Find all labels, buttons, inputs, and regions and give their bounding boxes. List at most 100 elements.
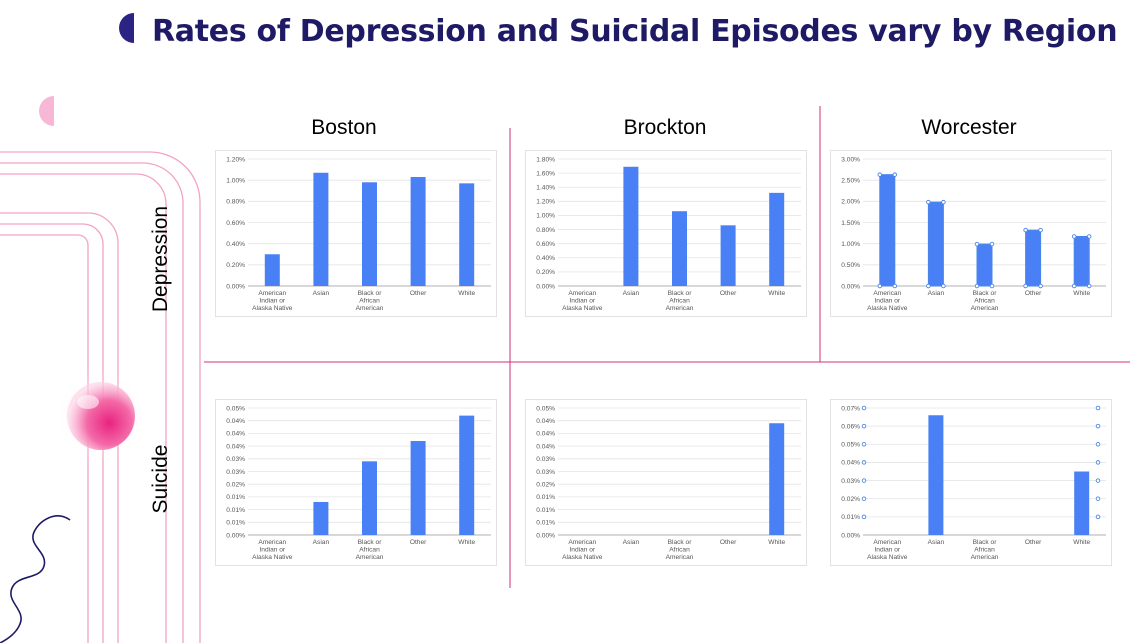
bar[interactable] (928, 202, 944, 286)
selection-handle[interactable] (989, 283, 995, 289)
pink-sphere-glow (55, 370, 147, 462)
y-tick-label: 0.01% (536, 494, 555, 501)
selection-handle[interactable] (1095, 496, 1101, 501)
y-tick-label: 0.80% (226, 199, 245, 206)
y-tick-label: 0.03% (226, 456, 245, 463)
chart-worcester-suicide[interactable]: 0.00% 0.01% 0.02% 0.03% 0.04% 0.05% 0.06% 0.07%… (830, 399, 1112, 566)
y-tick-label: 1.50% (841, 220, 860, 227)
selection-handle[interactable] (861, 405, 867, 411)
bar[interactable] (264, 254, 280, 286)
y-tick-label: 1.00% (536, 213, 555, 220)
y-tick-label: 1.40% (536, 185, 555, 192)
selection-handle[interactable] (941, 199, 946, 205)
selection-handle[interactable] (1071, 283, 1077, 289)
bar[interactable] (459, 415, 475, 535)
bar[interactable] (459, 183, 475, 286)
selection-handle[interactable] (1071, 234, 1077, 239)
region-header-boston: Boston (311, 116, 377, 139)
y-tick-label: 0.05% (226, 405, 245, 412)
bar[interactable] (977, 244, 992, 286)
selection-handle[interactable] (892, 172, 898, 177)
x-tick-label: White (1073, 290, 1090, 297)
bar-selection-outline (1073, 235, 1090, 287)
selection-handle[interactable] (1095, 442, 1101, 447)
selection-handle[interactable] (877, 172, 883, 177)
x-tick-label: Black or African American (356, 539, 384, 561)
y-tick-label: 0.00% (536, 283, 555, 290)
x-tick-label: Black or African American (356, 290, 384, 312)
selection-handle[interactable] (974, 283, 980, 289)
y-tick-label: 2.00% (841, 199, 860, 206)
selection-handle[interactable] (926, 199, 931, 205)
bar[interactable] (362, 182, 377, 286)
y-tick-label: 0.60% (536, 241, 555, 248)
chart-brockton-suicide[interactable]: 0.00% 0.01% 0.01% 0.01% 0.02% 0.03% 0.03% 0.04%… (525, 399, 807, 566)
x-tick-label: Other (1025, 539, 1042, 546)
selection-handle[interactable] (1095, 460, 1101, 465)
y-tick-label: 0.01% (226, 507, 245, 514)
selection-handle[interactable] (861, 423, 867, 429)
x-tick-label: American Indian or Alaska Native (867, 290, 908, 312)
selection-handle[interactable] (861, 478, 867, 483)
bar[interactable] (720, 225, 736, 286)
measure-label-depression: Depression (149, 205, 172, 313)
selection-handle[interactable] (1095, 478, 1101, 483)
bar-selection-outline (879, 174, 896, 287)
selection-handle[interactable] (1095, 405, 1101, 411)
selection-handle[interactable] (926, 283, 931, 289)
y-tick-label: 0.01% (536, 520, 555, 527)
selection-handle[interactable] (941, 283, 946, 289)
chart-boston-suicide[interactable]: 0.00% 0.01% 0.01% 0.01% 0.02% 0.03% 0.03% 0.04%… (215, 399, 497, 566)
selection-handle[interactable] (1038, 283, 1043, 289)
selection-handle[interactable] (1038, 227, 1043, 233)
selection-handle[interactable] (1023, 283, 1028, 289)
selection-handle[interactable] (861, 496, 867, 501)
y-tick-label: 0.00% (841, 532, 860, 539)
chart-boston-depression[interactable]: 0.00% 0.20% 0.40% 0.60% 0.80% 1.00% 1.20% Ameri… (215, 150, 497, 317)
bar[interactable] (313, 172, 329, 286)
selection-handle[interactable] (974, 241, 980, 247)
bar[interactable] (623, 166, 639, 286)
chart-worcester-depression[interactable]: 0.00% 0.50% 1.00% 1.50% 2.00% 2.50% 3.00% Ameri… (830, 150, 1112, 317)
selection-handle[interactable] (861, 514, 867, 520)
bar[interactable] (410, 176, 426, 286)
selection-handle[interactable] (1095, 514, 1101, 520)
selection-handle[interactable] (861, 460, 867, 465)
bar[interactable] (313, 501, 329, 535)
selection-handle[interactable] (892, 283, 898, 289)
selection-handle[interactable] (861, 442, 867, 447)
bar[interactable] (410, 441, 426, 535)
y-tick-label: 0.20% (536, 269, 555, 276)
y-tick-label: 0.03% (841, 478, 860, 485)
x-tick-label: American Indian or Alaska Native (562, 290, 603, 312)
y-tick-label: 0.02% (841, 496, 860, 503)
bar[interactable] (769, 192, 785, 286)
selection-handle[interactable] (1086, 234, 1092, 239)
y-tick-label: 0.60% (226, 220, 245, 227)
y-tick-label: 0.06% (841, 423, 860, 430)
navy-half-circle-shape (119, 13, 134, 43)
selection-handle[interactable] (1023, 227, 1028, 233)
selection-handle[interactable] (989, 241, 995, 247)
y-tick-label: 0.05% (841, 442, 860, 449)
x-tick-label: Other (720, 290, 737, 297)
bar[interactable] (1025, 230, 1041, 286)
y-tick-label: 0.05% (536, 405, 555, 412)
bar[interactable] (672, 211, 687, 286)
bar[interactable] (362, 461, 377, 535)
selection-handle[interactable] (877, 283, 883, 289)
y-tick-label: 1.60% (536, 170, 555, 177)
selection-handle[interactable] (1086, 283, 1092, 289)
bar[interactable] (928, 415, 944, 535)
chart-brockton-depression[interactable]: 0.00% 0.20% 0.40% 0.60% 0.80% 1.00% 1.20% 1.40%… (525, 150, 807, 317)
x-tick-label: Other (1025, 290, 1042, 297)
bar[interactable] (1074, 471, 1090, 536)
bar[interactable] (879, 174, 895, 286)
x-tick-label: Asian (928, 290, 945, 297)
selection-handle[interactable] (1095, 423, 1101, 429)
x-tick-label: Black or African American (971, 290, 999, 312)
y-tick-label: 0.40% (226, 241, 245, 248)
bar[interactable] (769, 423, 785, 535)
y-tick-label: 0.02% (226, 482, 245, 489)
bar[interactable] (1074, 236, 1090, 286)
